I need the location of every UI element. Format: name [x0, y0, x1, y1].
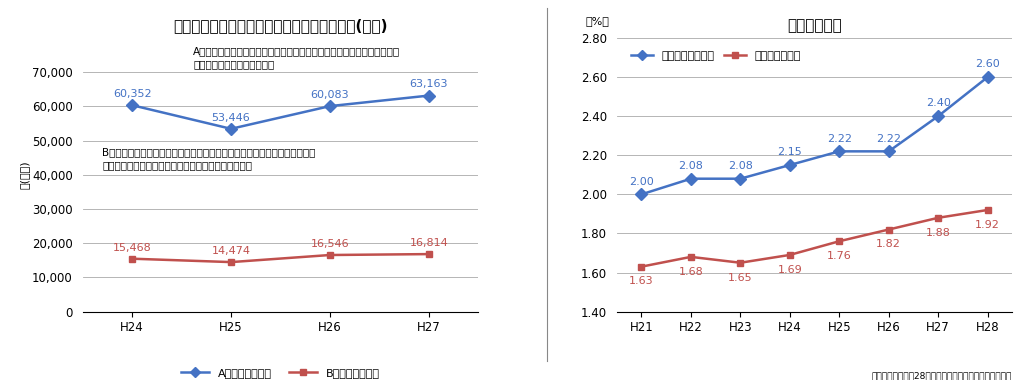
- Text: 2.22: 2.22: [826, 133, 852, 144]
- Title: 市内事業所の就労継続支援における平均賃金(工賃): 市内事業所の就労継続支援における平均賃金(工賃): [174, 17, 387, 33]
- Text: 15,468: 15,468: [113, 242, 152, 253]
- Text: 2.60: 2.60: [975, 59, 1000, 69]
- Text: 1.92: 1.92: [975, 220, 1000, 230]
- Text: 63,163: 63,163: [409, 79, 448, 89]
- Text: 16,814: 16,814: [409, 238, 448, 248]
- Text: 2.15: 2.15: [778, 147, 803, 157]
- Text: 1.63: 1.63: [629, 276, 654, 287]
- Text: 53,446: 53,446: [212, 112, 250, 123]
- Text: 1.65: 1.65: [728, 272, 753, 282]
- Text: 1.68: 1.68: [679, 267, 703, 277]
- Text: 2.00: 2.00: [629, 177, 654, 187]
- Y-axis label: 円(月額): 円(月額): [20, 160, 29, 189]
- Text: A型就労継続支援とは、雇用契約を結び、原則として最低賃金を保障する
しくみの障害福祉サービス。: A型就労継続支援とは、雇用契約を結び、原則として最低賃金を保障する しくみの障害…: [193, 46, 401, 70]
- Text: 2.08: 2.08: [728, 161, 753, 171]
- Text: 2.08: 2.08: [679, 161, 703, 171]
- Text: 1.82: 1.82: [876, 239, 901, 249]
- Text: 1.88: 1.88: [926, 228, 950, 238]
- Text: B型就労継続支援とは、雇用契約を結ばず、利用者が作業分のお金を工賃と
してもらい、比較的自由に働ける障害福祉サービス。: B型就労継続支援とは、雇用契約を結ばず、利用者が作業分のお金を工賃と してもらい…: [102, 147, 316, 171]
- Title: 障害者雇用率: 障害者雇用率: [787, 17, 842, 33]
- Text: 16,546: 16,546: [311, 239, 349, 249]
- Text: 2.40: 2.40: [926, 98, 950, 108]
- Legend: 奈良県の実雇用率, 全国の実雇用率: 奈良県の実雇用率, 全国の実雇用率: [626, 46, 806, 65]
- Text: 1.76: 1.76: [826, 251, 851, 261]
- Text: 60,083: 60,083: [311, 90, 349, 100]
- Legend: A型就労継続支援, B型就労継続支援: A型就労継続支援, B型就労継続支援: [177, 364, 384, 380]
- Text: 奈良労働局「平成28年障害者の雇用状況集計結果」より: 奈良労働局「平成28年障害者の雇用状況集計結果」より: [872, 372, 1012, 380]
- Text: 1.69: 1.69: [778, 265, 803, 275]
- Text: 14,474: 14,474: [212, 246, 250, 256]
- Text: （%）: （%）: [585, 16, 608, 26]
- Text: 2.22: 2.22: [876, 133, 901, 144]
- Text: 60,352: 60,352: [113, 89, 152, 99]
